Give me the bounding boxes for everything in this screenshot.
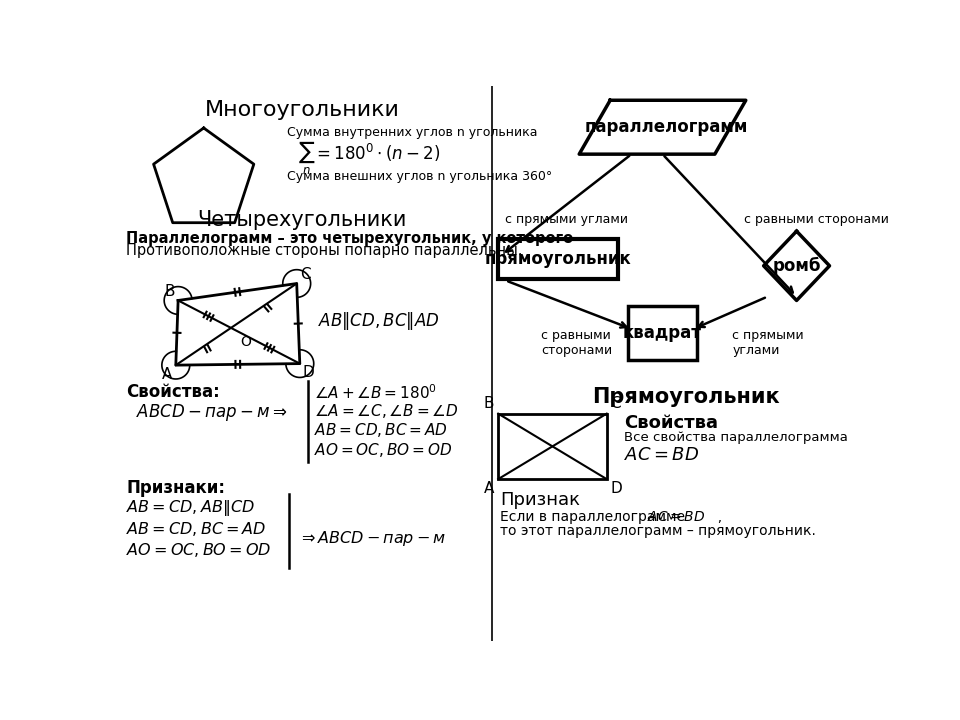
Text: D: D	[303, 365, 315, 380]
Text: с прямыми
углами: с прямыми углами	[732, 329, 804, 357]
Text: $AO = OC, BO = OD$: $AO = OC, BO = OD$	[314, 441, 452, 459]
Text: Параллелограмм – это четырехугольник, у которого: Параллелограмм – это четырехугольник, у …	[126, 231, 573, 246]
Text: Сумма внешних углов n угольника 360°: Сумма внешних углов n угольника 360°	[287, 169, 552, 183]
Text: A: A	[162, 366, 173, 382]
Text: с равными сторонами: с равными сторонами	[744, 213, 889, 227]
Text: Сумма внутренних углов n угольника: Сумма внутренних углов n угольника	[287, 127, 538, 140]
Text: $\angle A = \angle C, \angle B = \angle D$: $\angle A = \angle C, \angle B = \angle …	[314, 402, 458, 420]
Text: с равными
сторонами: с равными сторонами	[540, 329, 612, 357]
Text: $AB \| CD, BC \| AD$: $AB \| CD, BC \| AD$	[318, 310, 440, 332]
Text: $\angle A + \angle B = 180^0$: $\angle A + \angle B = 180^0$	[314, 383, 437, 402]
Text: $AC = BD$: $AC = BD$	[624, 446, 699, 464]
Text: C: C	[611, 396, 621, 411]
Bar	[628, 306, 697, 360]
Text: Свойства:: Свойства:	[126, 383, 220, 401]
Text: ромб: ромб	[773, 257, 821, 275]
Text: B: B	[164, 284, 175, 299]
Text: ,: ,	[709, 510, 722, 524]
Text: $AB = CD, BC = AD$: $AB = CD, BC = AD$	[126, 520, 267, 538]
Text: Все свойства параллелограмма: Все свойства параллелограмма	[624, 431, 848, 444]
Text: A: A	[484, 482, 494, 496]
Text: $\sum_n = 180^0 \cdot (n-2)$: $\sum_n = 180^0 \cdot (n-2)$	[299, 140, 441, 177]
Text: $AB = CD, AB \| CD$: $AB = CD, AB \| CD$	[126, 498, 255, 518]
Bar	[498, 414, 607, 479]
Text: $\Rightarrow ABCD - пар - м$: $\Rightarrow ABCD - пар - м$	[299, 529, 446, 548]
Text: O: O	[241, 335, 252, 349]
Text: $ABCD - пар - м \Rightarrow$: $ABCD - пар - м \Rightarrow$	[135, 402, 287, 423]
Text: с прямыми углами: с прямыми углами	[505, 213, 628, 227]
Text: квадрат: квадрат	[623, 324, 702, 342]
Text: Многоугольники: Многоугольники	[204, 100, 399, 120]
Text: Если в параллелограмме: Если в параллелограмме	[500, 510, 693, 524]
Text: D: D	[611, 482, 622, 496]
Text: то этот параллелограмм – прямоугольник.: то этот параллелограмм – прямоугольник.	[500, 523, 816, 538]
Text: B: B	[484, 396, 494, 411]
Text: C: C	[300, 267, 310, 282]
Text: параллелограмм: параллелограмм	[585, 118, 748, 136]
Text: Признаки:: Признаки:	[126, 479, 226, 497]
Text: Прямоугольник: Прямоугольник	[592, 387, 780, 407]
Text: $AO = OC, BO = OD$: $AO = OC, BO = OD$	[126, 541, 272, 559]
Bar	[498, 239, 618, 279]
Text: $AB = CD, BC = AD$: $AB = CD, BC = AD$	[314, 421, 447, 439]
Text: Четырехугольники: Четырехугольники	[198, 210, 407, 230]
Text: Противоположные стороны попарно параллельны.: Противоположные стороны попарно параллел…	[126, 243, 522, 258]
Text: $AC = BD$: $AC = BD$	[647, 510, 706, 524]
Text: Признак: Признак	[500, 490, 580, 508]
Text: прямоугольник: прямоугольник	[485, 250, 632, 268]
Text: Свойства: Свойства	[624, 414, 718, 432]
